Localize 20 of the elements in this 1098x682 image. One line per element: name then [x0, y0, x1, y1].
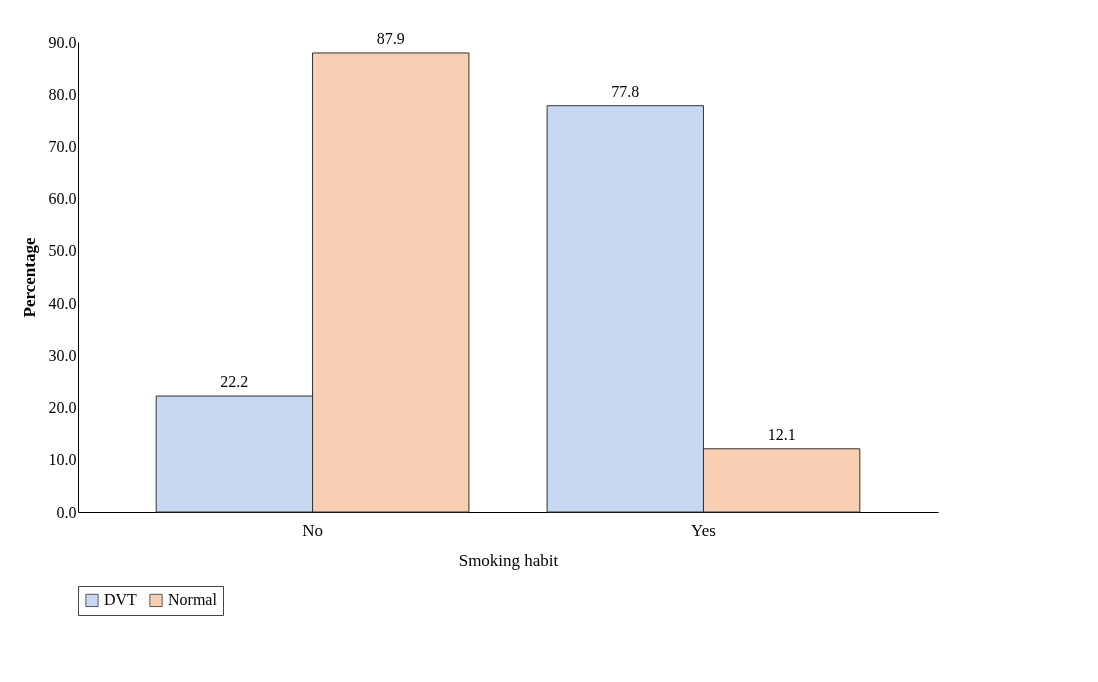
y-tick-label: 30.0	[48, 346, 77, 364]
x-tick-label: No	[302, 520, 323, 540]
y-tick-label: 50.0	[48, 242, 77, 260]
data-label: 87.9	[376, 29, 405, 47]
y-tick-label: 10.0	[48, 451, 77, 469]
legend-label: Normal	[168, 591, 218, 609]
y-tick-label: 60.0	[48, 190, 77, 208]
y-tick-label: 90.0	[48, 33, 77, 51]
y-tick-label: 40.0	[48, 294, 77, 312]
y-tick-label: 70.0	[48, 137, 77, 155]
y-tick-label: 20.0	[48, 399, 77, 417]
data-label: 77.8	[611, 82, 640, 100]
x-axis-title: Smoking habit	[458, 550, 559, 570]
x-tick-label: Yes	[691, 520, 716, 540]
y-tick-label: 80.0	[48, 85, 77, 103]
data-label: 22.2	[220, 373, 249, 391]
legend-label: DVT	[104, 591, 138, 609]
y-axis-title: Percentage	[19, 237, 39, 318]
data-label: 12.1	[767, 425, 796, 443]
y-tick-label: 0.0	[56, 503, 77, 521]
